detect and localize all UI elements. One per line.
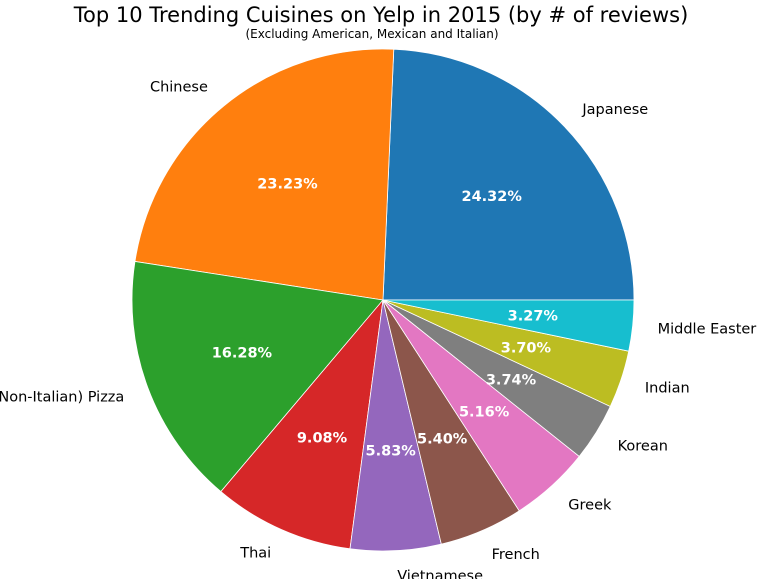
percent-label-middle-eastern: 3.27%: [508, 308, 559, 324]
category-label-vietnamese: Vietnamese: [397, 569, 483, 579]
category-label-thai: Thai: [239, 545, 271, 561]
chart-subtitle: (Excluding American, Mexican and Italian…: [245, 27, 498, 41]
pie-slice-chinese: [134, 48, 395, 301]
pie-slice-middle-eastern: [382, 299, 635, 352]
percent-label-vietnamese: 5.83%: [366, 443, 417, 459]
percent-label-non-italian-pizza: 16.28%: [212, 346, 273, 362]
percent-label-thai: 9.08%: [297, 431, 348, 447]
percent-label-french: 5.40%: [417, 432, 468, 448]
category-label-french: French: [492, 547, 540, 563]
chart-title: Top 10 Trending Cuisines on Yelp in 2015…: [73, 3, 689, 27]
category-labels: Japanese Chinese (Non-Italian) Pizza Thai Vi…: [0, 80, 757, 579]
pie-slice-non-italian-pizza: [131, 260, 384, 493]
category-label-korean: Korean: [618, 439, 668, 455]
percent-label-korean: 3.74%: [486, 372, 537, 388]
pie-slices: [131, 48, 635, 552]
category-label-japanese: Japanese: [581, 102, 648, 118]
category-label-non-italian-pizza: (Non-Italian) Pizza: [0, 390, 124, 406]
category-label-middle-eastern: Middle Eastern: [658, 321, 757, 337]
pie-slice-thai: [220, 298, 384, 550]
percent-label-chinese: 23.23%: [257, 177, 318, 193]
percent-label-greek: 5.16%: [459, 405, 510, 421]
pie-slice-japanese: [382, 48, 635, 301]
category-label-chinese: Chinese: [150, 80, 208, 96]
percent-labels: 24.32% 23.23% 16.28% 9.08% 5.83%5.40% 5.16% 3.…: [212, 177, 559, 460]
percent-label-indian: 3.70%: [501, 341, 552, 357]
category-label-greek: Greek: [568, 498, 612, 514]
category-label-indian: Indian: [645, 380, 690, 396]
percent-label-japanese: 24.32%: [461, 189, 522, 205]
